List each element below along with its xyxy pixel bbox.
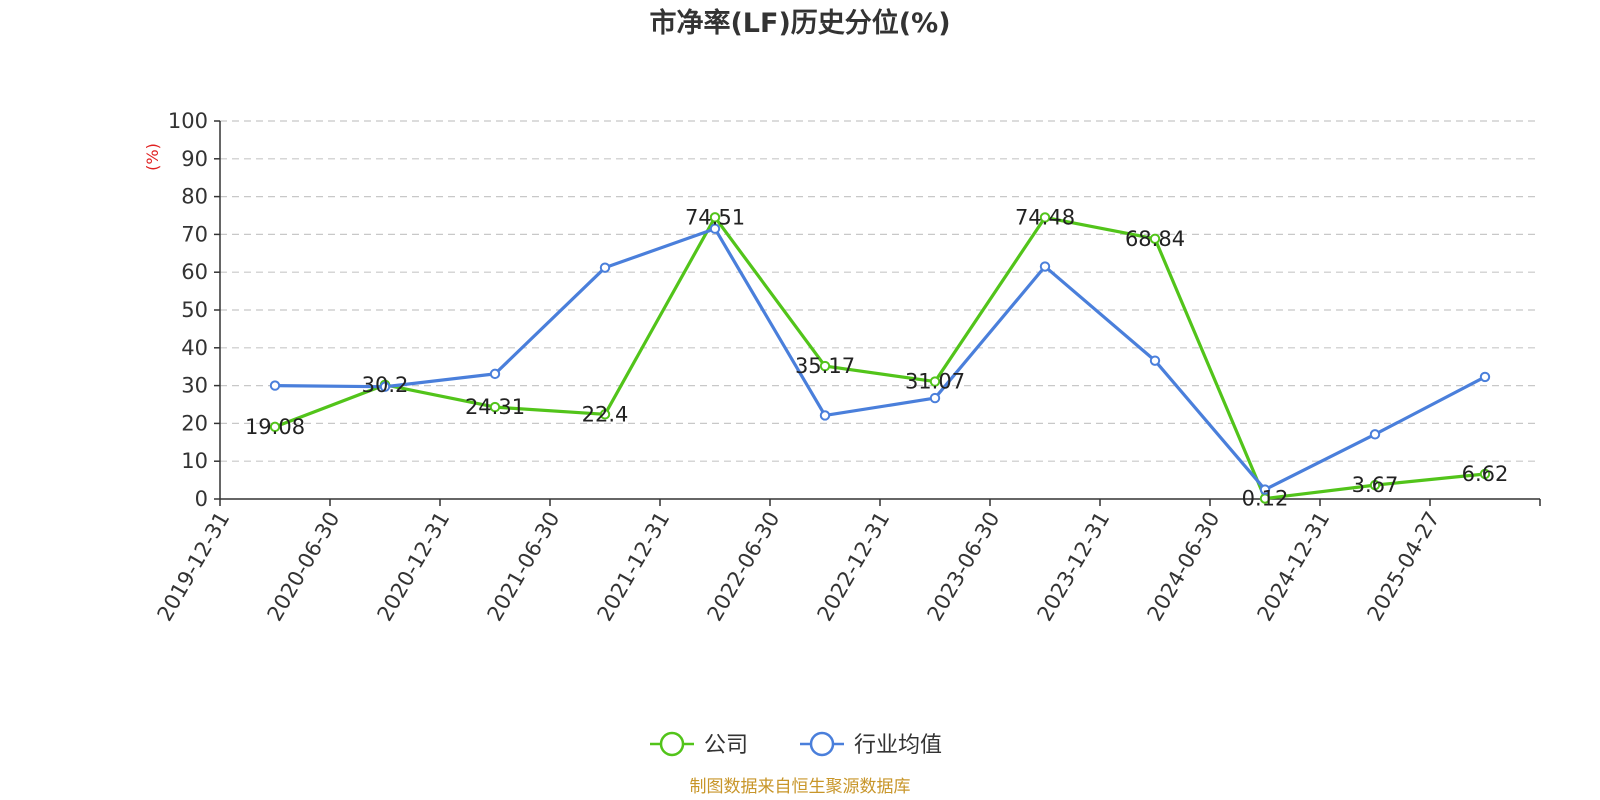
x-tick-label: 2022-06-30: [703, 508, 785, 626]
data-label: 74.51: [685, 205, 745, 229]
legend-label: 公司: [704, 733, 748, 758]
data-point-1: [1259, 484, 1271, 495]
x-tick-label: 2024-12-31: [1253, 508, 1335, 626]
legend-item-0[interactable]: 公司: [650, 731, 748, 758]
data-point-1: [709, 223, 721, 234]
legend[interactable]: 公司 行业均值: [650, 731, 942, 758]
data-point-1: [929, 392, 941, 404]
data-label: 6.62: [1462, 462, 1509, 486]
y-tick-label: 50: [181, 298, 208, 322]
data-point-1: [819, 410, 831, 421]
data-label: 68.84: [1125, 227, 1185, 251]
y-tick-label: 30: [181, 374, 208, 398]
y-tick-label: 90: [181, 147, 208, 171]
data-point-0: [929, 376, 941, 387]
x-tick-label: 2021-12-31: [593, 508, 675, 626]
axes: [214, 120, 1541, 506]
data-source-note: 制图数据来自恒生聚源数据库: [690, 777, 911, 797]
x-tick-label: 2022-12-31: [813, 508, 895, 626]
data-point-1: [1039, 261, 1051, 272]
data-label: 3.67: [1352, 473, 1399, 497]
data-point-1: [1369, 429, 1381, 440]
data-point-1: [269, 380, 281, 391]
x-tick-labels: 2019-12-31 2020-06-30 2020-12-31 2021-06-30…: [153, 508, 1445, 626]
x-tick-label: 2020-12-31: [373, 508, 455, 626]
x-tick-label: 2023-06-30: [923, 508, 1005, 626]
data-point-1: [1479, 371, 1491, 383]
y-tick-label: 70: [181, 222, 208, 246]
series-points: [269, 212, 1491, 504]
legend-marker-icon: [659, 731, 685, 757]
y-tick-label: 10: [181, 449, 208, 473]
y-tick-labels: 0 10 20 30 40 50 60 70 80 90 100: [168, 109, 208, 511]
gridlines: [220, 120, 1540, 462]
data-label: 31.07: [905, 370, 965, 394]
data-point-0: [1039, 212, 1051, 223]
data-label: 24.31: [465, 395, 525, 419]
series-line-0: [274, 215, 1486, 501]
data-point-0: [1369, 479, 1381, 491]
x-tick-label: 2021-06-30: [483, 508, 565, 626]
data-label: 19.08: [245, 415, 305, 439]
data-point-0: [489, 401, 501, 413]
x-tick-label: 2023-12-31: [1033, 508, 1115, 626]
data-label: 35.17: [795, 354, 855, 378]
data-point-0: [709, 212, 721, 223]
data-labels: 19.08 30.2 24.31 22.4 74.51 35.17 31.07 74.48 68…: [245, 205, 1508, 510]
data-point-0: [1479, 468, 1491, 480]
data-point-1: [1149, 355, 1161, 366]
data-point-1: [489, 368, 501, 380]
chart-title: 市净率(LF)历史分位(%): [649, 7, 950, 39]
x-tick-label: 2024-06-30: [1143, 508, 1225, 626]
x-tick-label: 2020-06-30: [263, 508, 345, 626]
data-label: 30.2: [362, 373, 409, 397]
legend-label: 行业均值: [854, 733, 942, 758]
data-point-0: [599, 409, 611, 420]
data-point-1: [599, 262, 611, 273]
y-tick-label: 40: [181, 336, 208, 360]
series-lines: [274, 215, 1486, 501]
y-tick-label: 0: [195, 487, 208, 511]
y-tick-label: 100: [168, 109, 208, 133]
data-point-0: [1149, 233, 1161, 244]
x-tick-label: 2025-04-27: [1363, 508, 1445, 626]
data-label: 22.4: [582, 402, 629, 426]
data-point-1: [379, 381, 391, 392]
y-tick-label: 80: [181, 185, 208, 209]
y-tick-label: 60: [181, 260, 208, 284]
legend-item-1[interactable]: 行业均值: [800, 731, 942, 758]
series-line-1: [274, 227, 1486, 492]
data-label: 74.48: [1015, 205, 1075, 229]
legend-marker-icon: [809, 731, 835, 757]
data-point-0: [269, 421, 281, 433]
y-tick-label: 20: [181, 411, 208, 435]
data-label: 0.12: [1242, 487, 1289, 511]
data-point-0: [819, 360, 831, 372]
x-tick-label: 2019-12-31: [153, 508, 235, 626]
y-axis-unit: (%): [143, 143, 162, 171]
